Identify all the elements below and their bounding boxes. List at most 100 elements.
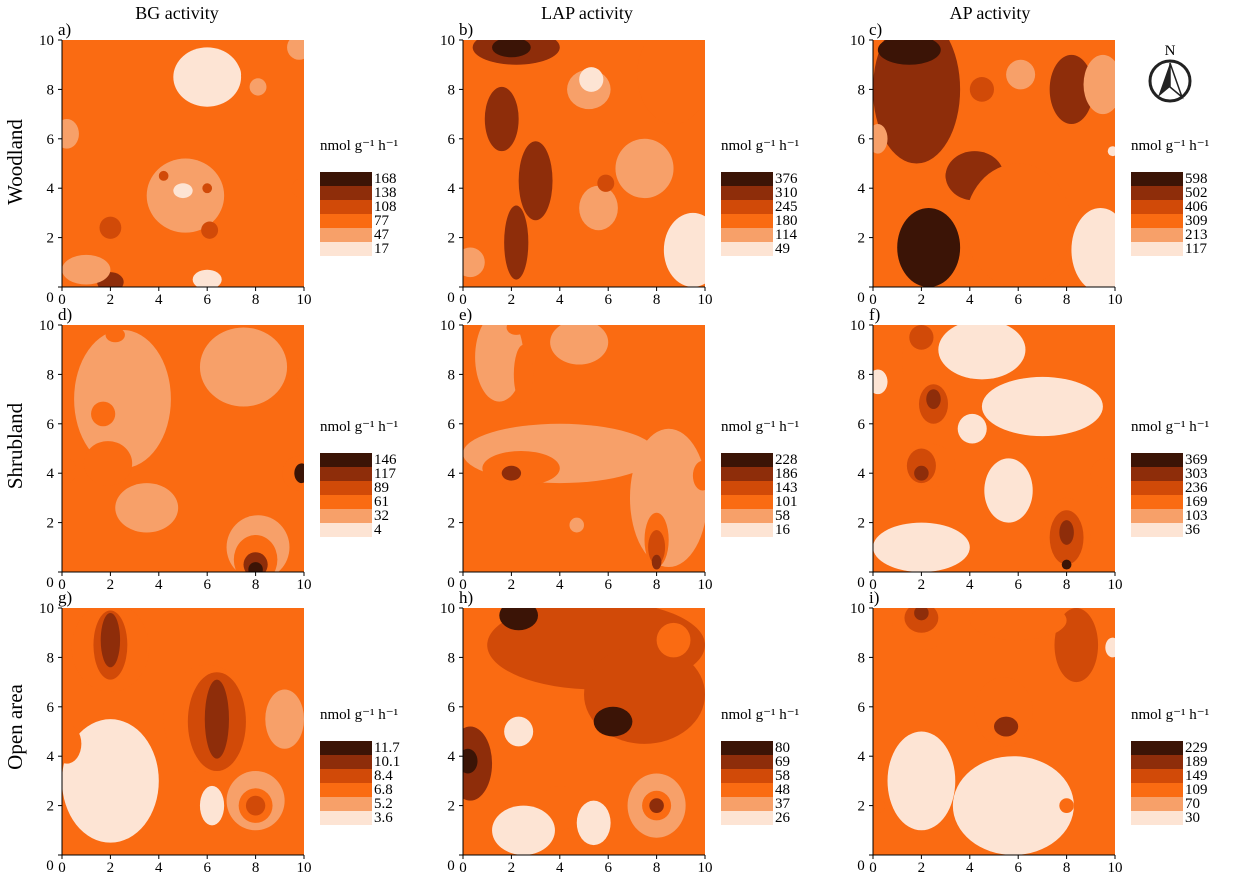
origin-label: 0 bbox=[857, 290, 865, 306]
legend-value: 117 bbox=[374, 466, 396, 482]
column-title: BG activity bbox=[135, 3, 219, 23]
legend-value: 598 bbox=[1185, 171, 1208, 187]
x-tick-label: 2 bbox=[508, 292, 516, 308]
heatmap-contour bbox=[873, 40, 961, 164]
legend-value: 10.1 bbox=[374, 754, 400, 770]
y-tick-label: 8 bbox=[858, 650, 866, 666]
y-tick-label: 8 bbox=[47, 650, 55, 666]
legend-swatch bbox=[721, 200, 773, 214]
heatmap-contour bbox=[99, 216, 122, 239]
x-tick-label: 10 bbox=[1108, 577, 1123, 593]
heatmap-panel: 0 2 4 6 8 10 2 4 6 8 10 0 f) nmol g⁻¹ h⁻¹ 369303236169… bbox=[850, 305, 1209, 593]
x-tick-label: 0 bbox=[459, 292, 467, 308]
legend-swatch bbox=[320, 495, 372, 509]
heatmap-contour bbox=[1107, 146, 1115, 157]
heatmap-contour bbox=[506, 325, 526, 335]
x-tick-label: 6 bbox=[1014, 292, 1022, 308]
row-label: Open area bbox=[3, 683, 27, 769]
panel-letter: c) bbox=[869, 20, 882, 39]
legend-swatch bbox=[1131, 453, 1183, 467]
x-tick-label: 2 bbox=[918, 577, 926, 593]
x-tick-label: 10 bbox=[698, 577, 713, 593]
legend-value: 5.2 bbox=[374, 796, 393, 812]
y-tick-label: 6 bbox=[858, 700, 866, 716]
legend-swatch bbox=[1131, 755, 1183, 769]
x-tick-label: 6 bbox=[203, 292, 211, 308]
legend-value: 101 bbox=[775, 494, 798, 510]
x-tick-label: 0 bbox=[58, 860, 66, 876]
heatmap-contour bbox=[914, 608, 929, 621]
legend-value: 213 bbox=[1185, 227, 1208, 243]
legend-swatch bbox=[1131, 228, 1183, 242]
heatmap-contour bbox=[906, 448, 936, 484]
legend-value: 4 bbox=[374, 522, 382, 538]
heatmap-contour bbox=[629, 428, 705, 568]
heatmap-contour bbox=[249, 78, 267, 96]
heatmap-panel: 0 2 4 6 8 10 2 4 6 8 10 0 a) nmol g⁻¹ h⁻¹ 168138108774… bbox=[39, 20, 398, 308]
x-tick-label: 4 bbox=[155, 860, 163, 876]
y-tick-label: 6 bbox=[858, 417, 866, 433]
legend-swatch bbox=[320, 186, 372, 200]
heatmap-contour bbox=[245, 795, 266, 816]
heatmap-contour bbox=[969, 608, 1067, 641]
x-tick-label: 0 bbox=[58, 292, 66, 308]
y-tick-label: 8 bbox=[858, 82, 866, 98]
heatmap-contour bbox=[1059, 798, 1074, 814]
legend-swatch bbox=[1131, 200, 1183, 214]
x-tick-label: 4 bbox=[556, 860, 564, 876]
legend-value: 32 bbox=[374, 508, 389, 524]
legend-value: 3.6 bbox=[374, 810, 393, 826]
heatmap-contour bbox=[550, 325, 609, 365]
x-tick-label: 0 bbox=[58, 577, 66, 593]
legend-swatch bbox=[320, 481, 372, 495]
legend-swatch bbox=[320, 797, 372, 811]
legend-value: 61 bbox=[374, 494, 389, 510]
x-tick-label: 2 bbox=[107, 860, 115, 876]
panel-letter: e) bbox=[459, 305, 472, 324]
heatmap-contour bbox=[873, 369, 888, 395]
origin-label: 0 bbox=[857, 858, 865, 874]
x-tick-label: 0 bbox=[869, 860, 877, 876]
heatmap-contour bbox=[173, 183, 193, 199]
column-titles: BG activity LAP activity AP activity bbox=[135, 3, 1030, 23]
legend-value: 47 bbox=[374, 227, 390, 243]
heatmap-contour bbox=[576, 800, 611, 846]
legend-swatch bbox=[1131, 186, 1183, 200]
legend-value: 103 bbox=[1185, 508, 1208, 524]
legend-swatch bbox=[721, 811, 773, 825]
heatmap-contour bbox=[909, 325, 934, 350]
legend-value: 146 bbox=[374, 452, 397, 468]
heatmap-contour bbox=[105, 327, 125, 343]
legend-swatch bbox=[320, 467, 372, 481]
legend-swatch bbox=[320, 200, 372, 214]
y-tick-label: 4 bbox=[47, 181, 55, 197]
legend-value: 168 bbox=[374, 171, 397, 187]
heatmap-contour bbox=[615, 138, 674, 199]
heatmap-contour bbox=[296, 366, 304, 382]
heatmap-area bbox=[463, 608, 705, 855]
x-tick-label: 10 bbox=[698, 292, 713, 308]
heatmap-contour bbox=[957, 413, 987, 444]
heatmap-contour bbox=[492, 805, 555, 855]
heatmap-contour bbox=[62, 724, 82, 764]
y-tick-label: 6 bbox=[47, 132, 55, 148]
legend-value: 149 bbox=[1185, 768, 1208, 784]
legend-value: 228 bbox=[775, 452, 798, 468]
panel-letter: i) bbox=[869, 588, 879, 607]
y-tick-label: 6 bbox=[448, 700, 456, 716]
x-tick-label: 2 bbox=[508, 577, 516, 593]
heatmap-contour bbox=[984, 458, 1033, 523]
heatmap-contour bbox=[504, 205, 529, 280]
heatmap-contour bbox=[887, 731, 956, 831]
heatmap-contour bbox=[974, 677, 1033, 747]
y-tick-label: 4 bbox=[448, 181, 456, 197]
heatmap-contour bbox=[1105, 637, 1115, 658]
y-tick-label: 8 bbox=[47, 367, 55, 383]
legend-swatch bbox=[721, 769, 773, 783]
legend-value: 69 bbox=[775, 754, 790, 770]
heatmap-contour bbox=[914, 465, 929, 481]
